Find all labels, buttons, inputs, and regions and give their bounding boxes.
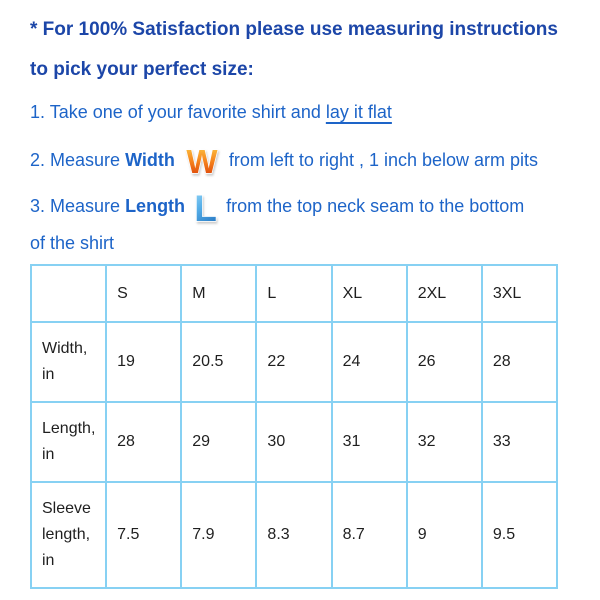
size-value-cell: 19 (105, 321, 183, 403)
instruction-step-3: 3. Measure Length L from the top neck se… (30, 185, 542, 258)
letter-w-gradient-icon: W (183, 139, 221, 183)
size-chart-header-row: S M L XL 2XL 3XL (29, 264, 559, 323)
row-label-cell: Sleeve length, in (29, 481, 108, 589)
heading-line-1: * For 100% Satisfaction please use measu… (30, 19, 558, 40)
letter-l-gradient-icon: L (193, 185, 218, 229)
size-chart-table: S M L XL 2XL 3XL Width, in 19 20.5 22 24… (29, 264, 559, 589)
svg-text:W: W (186, 143, 218, 180)
size-chart-row-length: Length, in 28 29 30 31 32 33 (29, 401, 559, 483)
size-value-cell: 20.5 (180, 321, 258, 403)
step-1-text: 1. Take one of your favorite shirt and (30, 102, 326, 122)
size-value-cell: 26 (405, 321, 483, 403)
size-col-header-s: S (105, 264, 183, 323)
instruction-step-1: 1. Take one of your favorite shirt and l… (30, 98, 570, 127)
step-2-keyword-width: Width (125, 149, 175, 170)
svg-text:L: L (194, 188, 217, 229)
row-label-cell: Length, in (29, 401, 108, 483)
step-2-prefix: 2. Measure (30, 149, 121, 170)
step-2-rest: from left to right , 1 inch below arm pi… (228, 149, 539, 170)
size-value-cell: 9 (405, 481, 483, 589)
satisfaction-heading: * For 100% Satisfaction please use measu… (30, 10, 570, 90)
size-value-cell: 8.3 (255, 481, 333, 589)
size-col-header-3xl: 3XL (480, 264, 559, 323)
size-chart-row-sleeve-length: Sleeve length, in 7.5 7.9 8.3 8.7 9 9.5 (29, 481, 559, 589)
step-1-underlined-text: lay it flat (325, 102, 392, 122)
size-col-header-l: L (255, 264, 333, 323)
size-value-cell: 7.9 (180, 481, 258, 589)
row-label-cell: Width, in (29, 321, 108, 403)
size-value-cell: 22 (255, 321, 333, 403)
size-col-header-xl: XL (330, 264, 408, 323)
size-chart-row-width: Width, in 19 20.5 22 24 26 28 (29, 321, 559, 403)
size-value-cell: 28 (105, 401, 183, 483)
size-value-cell: 33 (480, 401, 559, 483)
size-value-cell: 24 (330, 321, 408, 403)
step-3-rest: from the top neck seam to the bottom of … (30, 195, 525, 253)
size-chart-corner-cell (29, 264, 108, 323)
size-value-cell: 9.5 (480, 481, 559, 589)
size-col-header-m: M (180, 264, 258, 323)
size-value-cell: 7.5 (105, 481, 183, 589)
instruction-step-2: 2. Measure Width W from left to right , … (30, 139, 570, 183)
size-value-cell: 32 (405, 401, 483, 483)
size-value-cell: 28 (480, 321, 559, 403)
size-value-cell: 29 (180, 401, 258, 483)
heading-line-2: to pick your perfect size: (30, 59, 254, 80)
size-value-cell: 8.7 (330, 481, 408, 589)
step-3-prefix: 3. Measure (30, 195, 121, 216)
size-value-cell: 31 (330, 401, 408, 483)
size-col-header-2xl: 2XL (405, 264, 483, 323)
size-value-cell: 30 (255, 401, 333, 483)
step-3-keyword-length: Length (125, 195, 186, 216)
